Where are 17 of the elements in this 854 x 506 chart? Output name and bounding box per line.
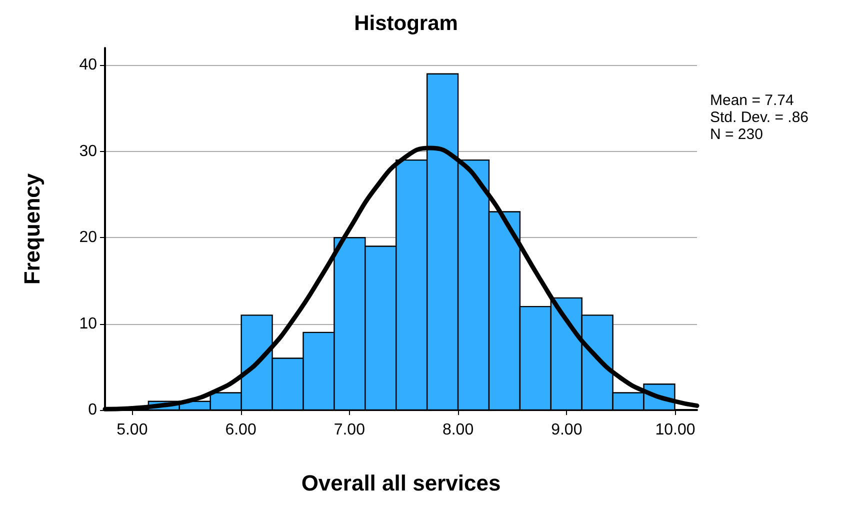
y-tick-label: 10 [79, 315, 98, 332]
chart-title: Histogram [354, 12, 458, 35]
y-tick-label: 20 [79, 229, 98, 246]
x-tick-label: 6.00 [225, 422, 256, 438]
x-tick-label: 7.00 [334, 422, 366, 438]
y-tick-label: 0 [88, 402, 98, 418]
text: Std. Dev. = .86 [710, 109, 809, 126]
y-tick-label: 40 [79, 56, 98, 74]
x-tick-label: 8.00 [442, 422, 474, 438]
x-tick-label: 9.00 [551, 422, 582, 438]
y-tick-label: 30 [79, 142, 98, 160]
x-tick-label: 5.00 [116, 422, 148, 438]
x-axis-title: Overall all services [301, 470, 501, 496]
text: Mean = 7.74 [710, 92, 794, 109]
y-axis-title: Frequency [20, 172, 44, 285]
text: N = 230 [710, 126, 763, 143]
x-tick-label: 10.00 [655, 422, 696, 438]
